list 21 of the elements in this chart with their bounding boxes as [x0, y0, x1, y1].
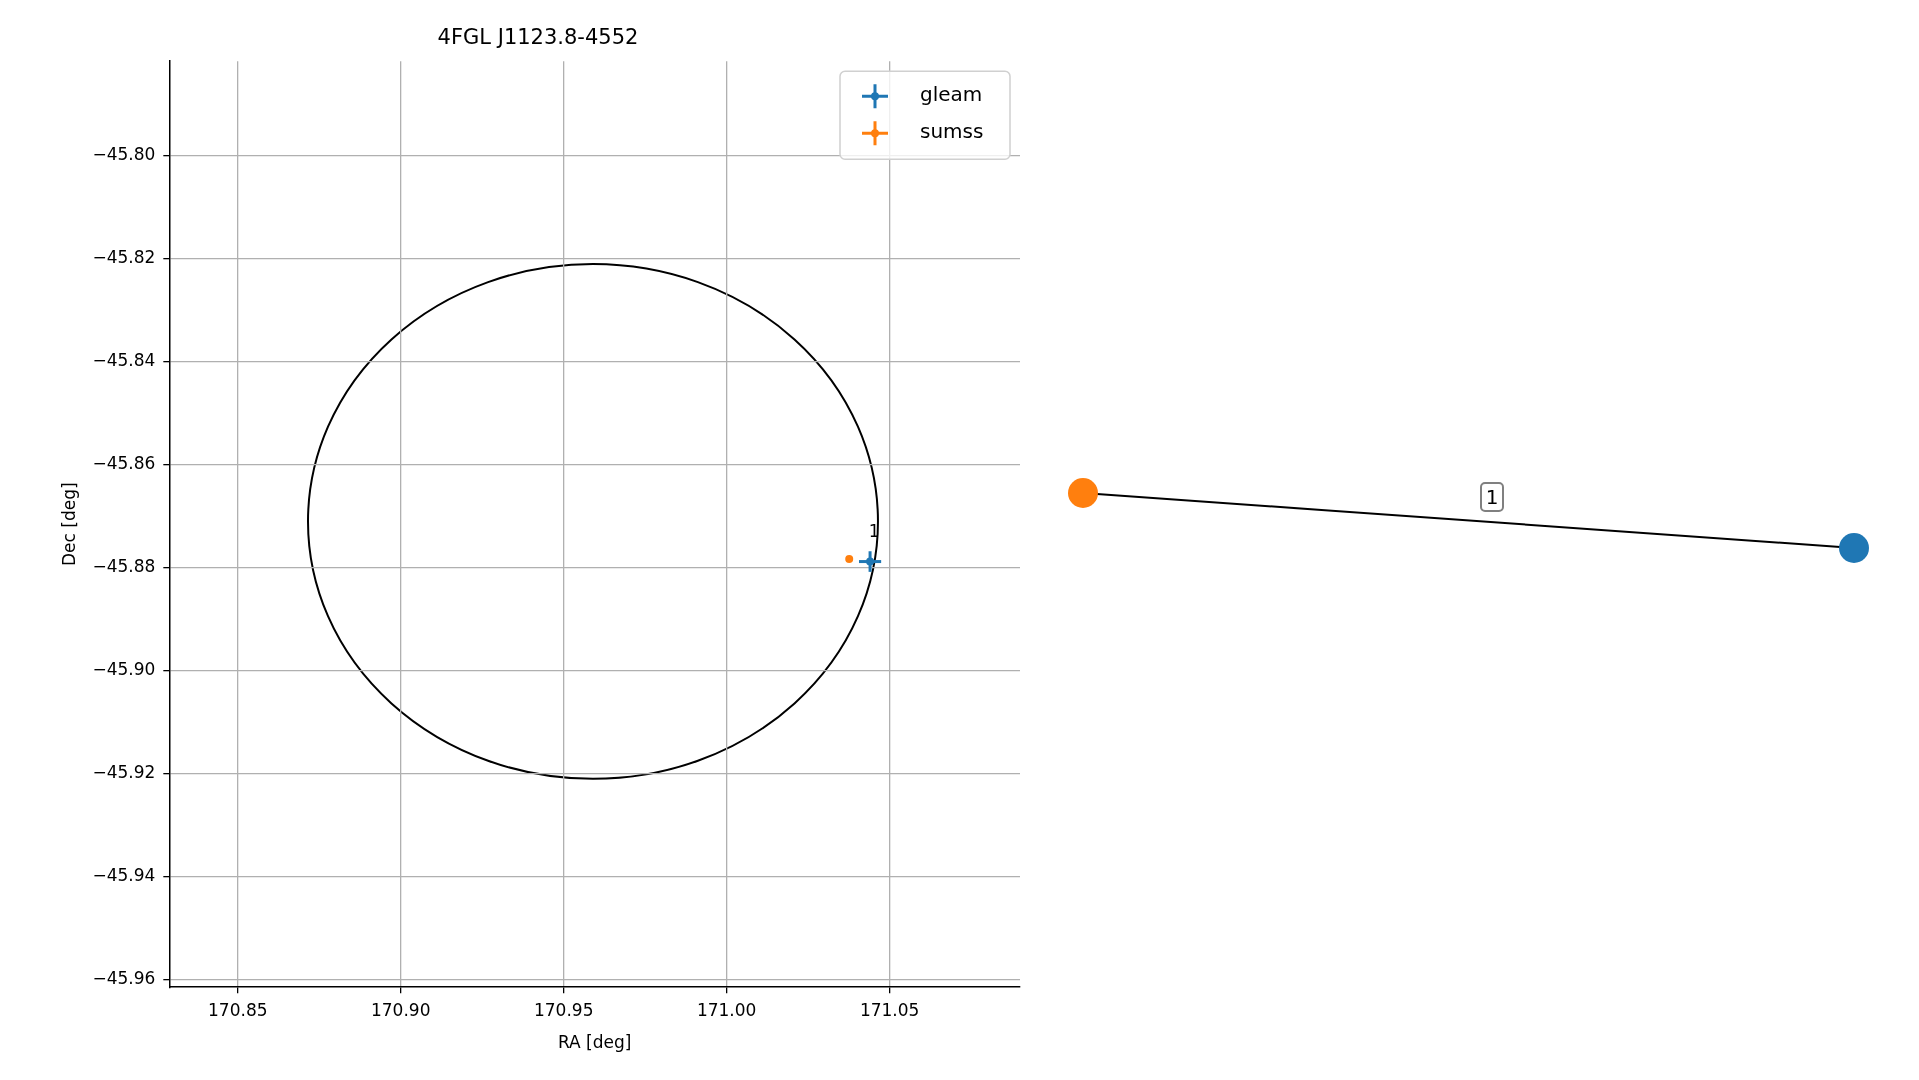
legend-label: gleam — [920, 82, 983, 107]
legend-label: sumss — [920, 119, 984, 144]
y-tick-label: −45.88 — [92, 556, 156, 577]
y-tick-label: −45.92 — [92, 762, 156, 783]
y-tick-label: −45.80 — [92, 143, 156, 164]
y-tick-label: −45.82 — [92, 246, 156, 267]
y-axis-title: Dec [deg] — [58, 482, 79, 566]
annotation: 1 — [868, 521, 880, 542]
x-axis-title: RA [deg] — [557, 1032, 632, 1053]
text: 1 — [1485, 485, 1499, 509]
chart-title: 4FGL J1123.8-4552 — [437, 25, 639, 50]
y-tick-label: −45.96 — [92, 968, 156, 989]
y-tick-label: −45.90 — [92, 659, 156, 680]
x-tick-label: 170.95 — [533, 999, 594, 1020]
y-tick-label: −45.86 — [92, 453, 156, 474]
x-tick-label: 171.05 — [859, 999, 920, 1020]
x-tick-label: 170.90 — [370, 999, 431, 1020]
x-tick-label: 170.85 — [208, 999, 268, 1020]
y-tick-label: −45.94 — [92, 865, 156, 886]
y-tick-label: −45.84 — [92, 350, 156, 371]
x-tick-label: 171.00 — [696, 999, 757, 1020]
